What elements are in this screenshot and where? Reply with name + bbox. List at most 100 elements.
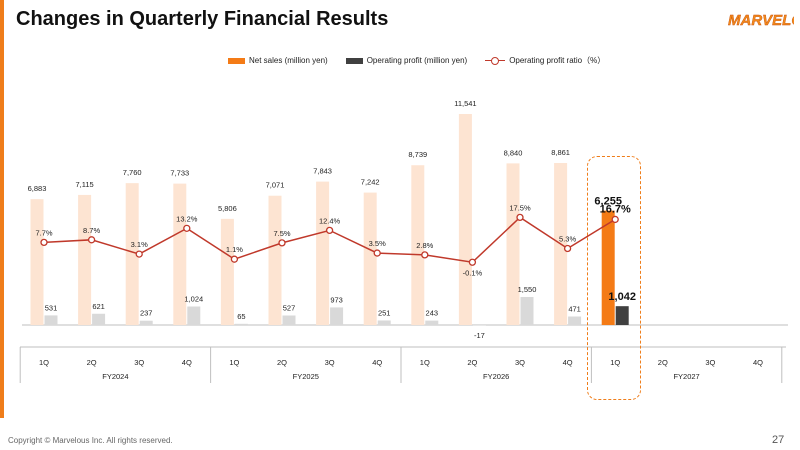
ratio-point bbox=[325, 226, 334, 235]
quarter-tick-label: 1Q bbox=[610, 358, 620, 367]
quarter-tick-label: 1Q bbox=[229, 358, 239, 367]
chart-legend: Net sales (million yen) Operating profit… bbox=[228, 55, 623, 66]
operating-profit-bar bbox=[234, 323, 248, 325]
copyright-footer: Copyright © Marvelous Inc. All rights re… bbox=[8, 436, 173, 445]
ratio-label: 16.7% bbox=[600, 203, 631, 215]
net-sales-label: 6,883 bbox=[28, 184, 47, 193]
ratio-point bbox=[516, 213, 524, 222]
quarter-tick-label: 4Q bbox=[563, 358, 573, 367]
quarter-tick-label: 3Q bbox=[325, 358, 335, 367]
net-sales-label: 7,843 bbox=[313, 167, 332, 176]
operating-profit-bar bbox=[520, 297, 534, 325]
net-sales-label: 7,071 bbox=[266, 181, 285, 190]
marvelous-logo: MARVELOUS bbox=[728, 6, 800, 37]
legend-swatch-net-sales bbox=[228, 57, 245, 64]
ratio-label: 5.3% bbox=[559, 234, 576, 243]
ratio-point bbox=[278, 239, 286, 247]
quarter-tick-label: 3Q bbox=[705, 358, 715, 367]
legend-label-net-sales: Net sales (million yen) bbox=[249, 56, 328, 65]
ratio-label: 8.7% bbox=[83, 226, 100, 235]
legend-net-sales: Net sales (million yen) bbox=[228, 56, 328, 65]
ratio-label: -0.1% bbox=[463, 268, 483, 277]
ratio-label: 12.4% bbox=[319, 216, 341, 225]
net-sales-bar bbox=[411, 165, 425, 325]
operating-profit-bar bbox=[92, 313, 106, 325]
ratio-label: 13.2% bbox=[176, 214, 198, 223]
quarter-tick-label: 3Q bbox=[515, 358, 525, 367]
operating-profit-label: 1,024 bbox=[184, 295, 203, 304]
net-sales-label: 5,806 bbox=[218, 204, 237, 213]
net-sales-label: 7,760 bbox=[123, 168, 142, 177]
ratio-point bbox=[183, 224, 191, 232]
quarter-tick-label: 4Q bbox=[753, 358, 763, 367]
ratio-point bbox=[421, 251, 429, 259]
operating-profit-bar bbox=[44, 315, 58, 325]
operating-profit-label: 621 bbox=[92, 302, 105, 311]
financial-results-chart: 6,883 531 7,115 621 7,760 237 7,733 1,024 5,806 6… bbox=[19, 99, 788, 383]
operating-profit-bar bbox=[282, 315, 296, 325]
fiscal-year-label: FY2027 bbox=[673, 372, 699, 381]
ratio-point bbox=[135, 250, 143, 258]
net-sales-bar bbox=[458, 114, 472, 325]
ratio-point bbox=[40, 238, 48, 247]
net-sales-bar bbox=[268, 195, 282, 325]
quarter-tick-label: 1Q bbox=[39, 358, 49, 367]
ratio-point bbox=[468, 258, 477, 266]
quarter-tick-label: 2Q bbox=[87, 358, 97, 367]
operating-profit-label: 243 bbox=[426, 309, 439, 318]
quarter-tick-label: 1Q bbox=[420, 358, 430, 367]
ratio-label: 7.7% bbox=[35, 228, 52, 237]
operating-profit-label: 251 bbox=[378, 308, 391, 317]
quarter-tick-label: 3Q bbox=[134, 358, 144, 367]
net-sales-bar bbox=[601, 210, 615, 325]
net-sales-label: 11,541 bbox=[454, 99, 476, 108]
operating-profit-label: 531 bbox=[45, 303, 58, 312]
net-sales-label: 8,861 bbox=[551, 148, 570, 157]
ratio-label: 7.5% bbox=[273, 229, 290, 238]
net-sales-label: 8,840 bbox=[504, 148, 523, 157]
operating-profit-label: -17 bbox=[474, 331, 485, 340]
ratio-point bbox=[373, 249, 381, 257]
quarter-tick-label: 4Q bbox=[182, 358, 192, 367]
ratio-point bbox=[230, 255, 239, 263]
legend-label-operating-profit: Operating profit (million yen) bbox=[366, 56, 468, 65]
ratio-label: 3.5% bbox=[369, 239, 386, 248]
accent-bar bbox=[0, 0, 4, 418]
operating-profit-bar bbox=[377, 320, 391, 325]
ratio-label: 3.1% bbox=[131, 240, 148, 249]
net-sales-label: 7,733 bbox=[170, 169, 189, 178]
net-sales-bar bbox=[506, 163, 520, 325]
logo-wordmark: MARVELOUS bbox=[728, 12, 794, 29]
operating-profit-label: 1,550 bbox=[518, 285, 537, 294]
operating-profit-bar bbox=[425, 320, 439, 325]
ratio-point bbox=[87, 236, 96, 244]
operating-profit-label: 65 bbox=[237, 312, 245, 321]
net-sales-label: 7,242 bbox=[361, 178, 380, 187]
net-sales-bar bbox=[125, 183, 139, 325]
ratio-label: 1.1% bbox=[226, 245, 243, 254]
ratio-label: 2.8% bbox=[416, 241, 433, 250]
page-number: 27 bbox=[772, 434, 785, 446]
operating-profit-bar bbox=[330, 307, 344, 325]
operating-profit-bar bbox=[187, 306, 201, 325]
legend-ratio: Operating profit ratio（%） bbox=[485, 55, 605, 66]
operating-profit-bar bbox=[472, 325, 486, 326]
net-sales-label: 7,115 bbox=[75, 180, 93, 189]
net-sales-bar bbox=[173, 183, 187, 325]
operating-profit-bar bbox=[139, 320, 153, 325]
operating-profit-bar bbox=[568, 316, 582, 325]
ratio-point bbox=[563, 244, 572, 253]
fiscal-year-label: FY2026 bbox=[483, 372, 509, 381]
operating-profit-label: 973 bbox=[330, 295, 343, 304]
fiscal-year-label: FY2025 bbox=[293, 372, 319, 381]
legend-swatch-ratio bbox=[485, 56, 506, 65]
legend-operating-profit: Operating profit (million yen) bbox=[345, 56, 468, 65]
operating-profit-label: 471 bbox=[568, 304, 581, 313]
legend-swatch-operating-profit bbox=[345, 57, 363, 64]
quarter-tick-label: 2Q bbox=[658, 358, 668, 367]
net-sales-bar bbox=[78, 194, 92, 325]
net-sales-label: 6,255 bbox=[594, 196, 622, 208]
net-sales-bar bbox=[220, 218, 234, 325]
operating-profit-label: 237 bbox=[140, 309, 153, 318]
quarter-tick-label: 2Q bbox=[277, 358, 287, 367]
